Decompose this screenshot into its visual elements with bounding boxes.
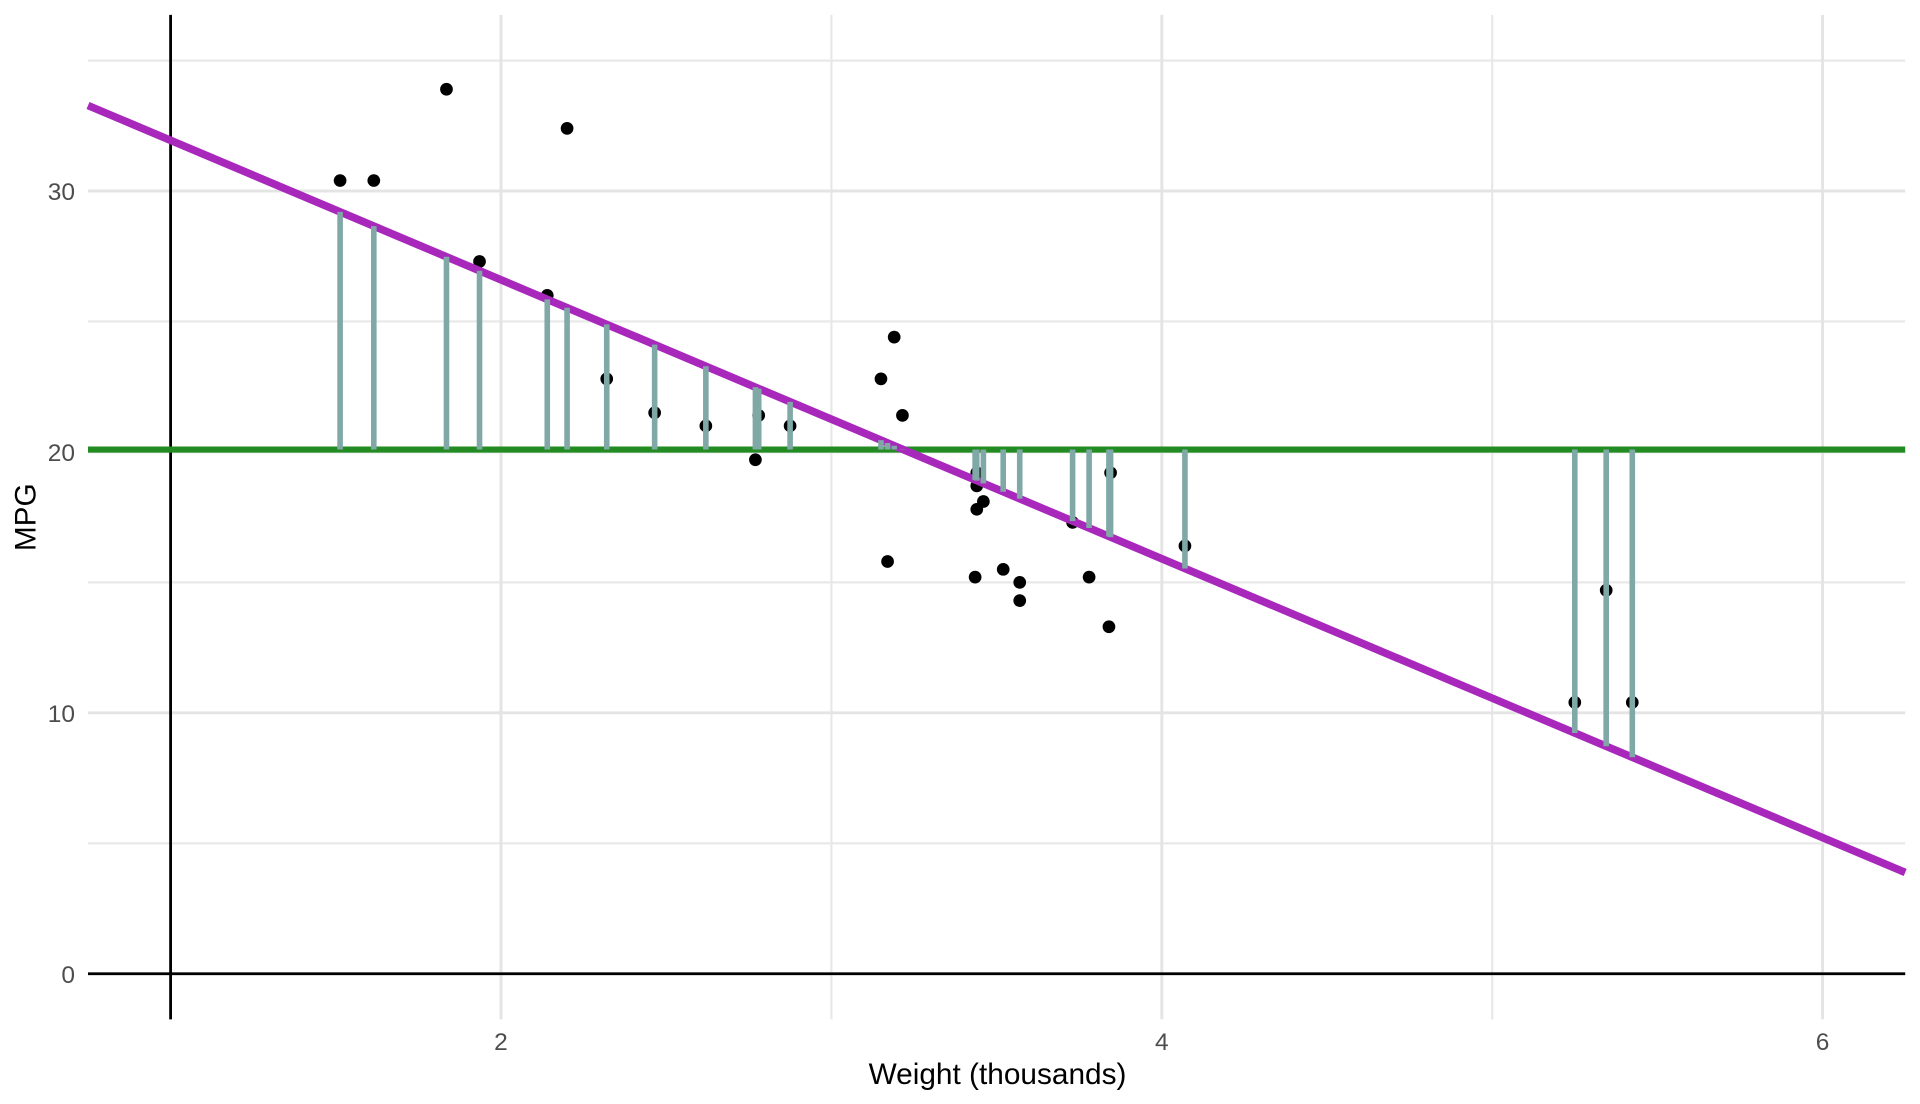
svg-text:30: 30	[48, 179, 75, 206]
svg-text:6: 6	[1816, 1029, 1830, 1056]
svg-text:0: 0	[61, 962, 75, 989]
svg-text:4: 4	[1155, 1029, 1169, 1056]
svg-text:2: 2	[494, 1029, 508, 1056]
svg-text:20: 20	[48, 440, 75, 467]
svg-text:MPG: MPG	[9, 483, 42, 551]
svg-text:10: 10	[48, 701, 75, 728]
svg-text:Weight (thousands): Weight (thousands)	[869, 1058, 1127, 1091]
